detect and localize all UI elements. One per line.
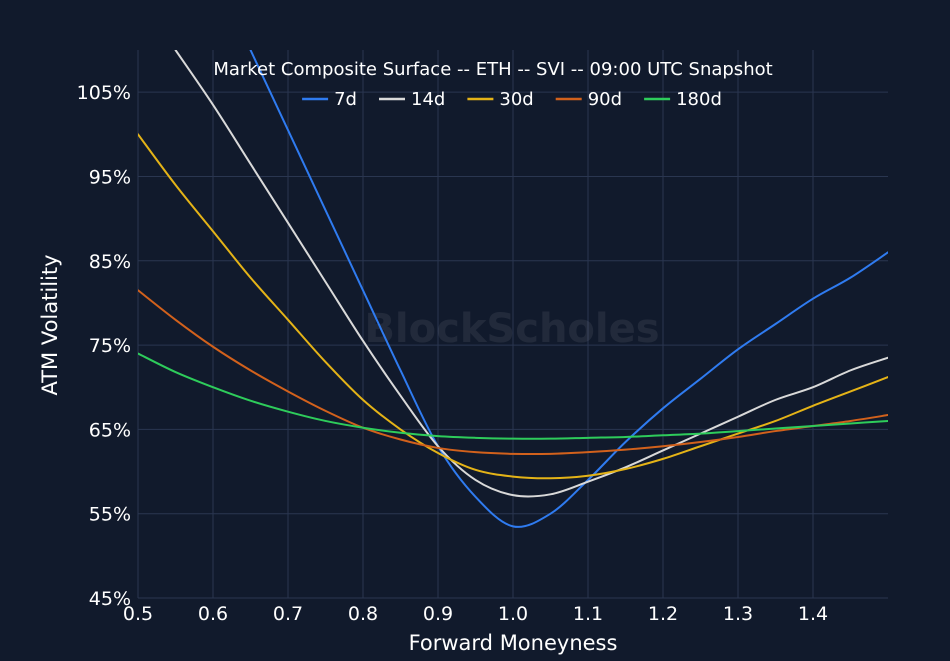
- series-line-14d: [174, 50, 888, 498]
- series-line-180d: [138, 352, 888, 440]
- series-line-90d: [138, 289, 888, 456]
- x-tick-label: 0.8: [348, 603, 378, 625]
- x-tick-label: 1.0: [498, 603, 528, 625]
- x-axis-ticks: 0.5 0.6 0.7 0.8 0.9 1.0 1.1 1.2 1.3 1.4: [123, 603, 828, 625]
- y-tick-label: 55%: [89, 504, 131, 526]
- y-tick-label: 45%: [89, 588, 131, 610]
- y-axis-ticks: 45% 55% 65% 75% 85% 95% 105%: [77, 82, 131, 610]
- x-tick-label: 1.3: [723, 603, 753, 625]
- legend-label: 180d: [676, 89, 722, 110]
- x-tick-label: 0.5: [123, 603, 153, 625]
- x-tick-label: 1.1: [573, 603, 603, 625]
- x-axis-label: Forward Moneyness: [409, 631, 618, 655]
- y-tick-label: 95%: [89, 166, 131, 188]
- legend-label: 7d: [334, 89, 357, 110]
- legend[interactable]: 7d 14d 30d 90d 180d: [302, 89, 722, 110]
- legend-label: 30d: [499, 89, 533, 110]
- y-tick-label: 65%: [89, 419, 131, 441]
- legend-label: 90d: [588, 89, 622, 110]
- x-tick-label: 0.6: [198, 603, 228, 625]
- series-line-30d: [138, 133, 888, 480]
- series-line-7d: [249, 50, 888, 528]
- series-layer: [138, 50, 888, 528]
- legend-item-30d[interactable]: 30d: [467, 89, 534, 110]
- legend-label: 14d: [411, 89, 445, 110]
- y-tick-label: 75%: [89, 335, 131, 357]
- legend-item-14d[interactable]: 14d: [379, 89, 445, 110]
- x-tick-label: 0.9: [423, 603, 453, 625]
- y-tick-label: 105%: [77, 82, 131, 104]
- x-tick-label: 1.2: [648, 603, 678, 625]
- x-tick-label: 0.7: [273, 603, 303, 625]
- legend-item-90d[interactable]: 90d: [555, 89, 622, 110]
- legend-item-180d[interactable]: 180d: [644, 89, 722, 110]
- watermark: BlockScholes: [364, 306, 659, 352]
- x-tick-label: 1.4: [798, 603, 828, 625]
- y-axis-label: ATM Volatility: [38, 254, 62, 395]
- legend-item-7d[interactable]: 7d: [302, 89, 357, 110]
- chart-title: Market Composite Surface -- ETH -- SVI -…: [213, 59, 772, 80]
- y-tick-label: 85%: [89, 251, 131, 273]
